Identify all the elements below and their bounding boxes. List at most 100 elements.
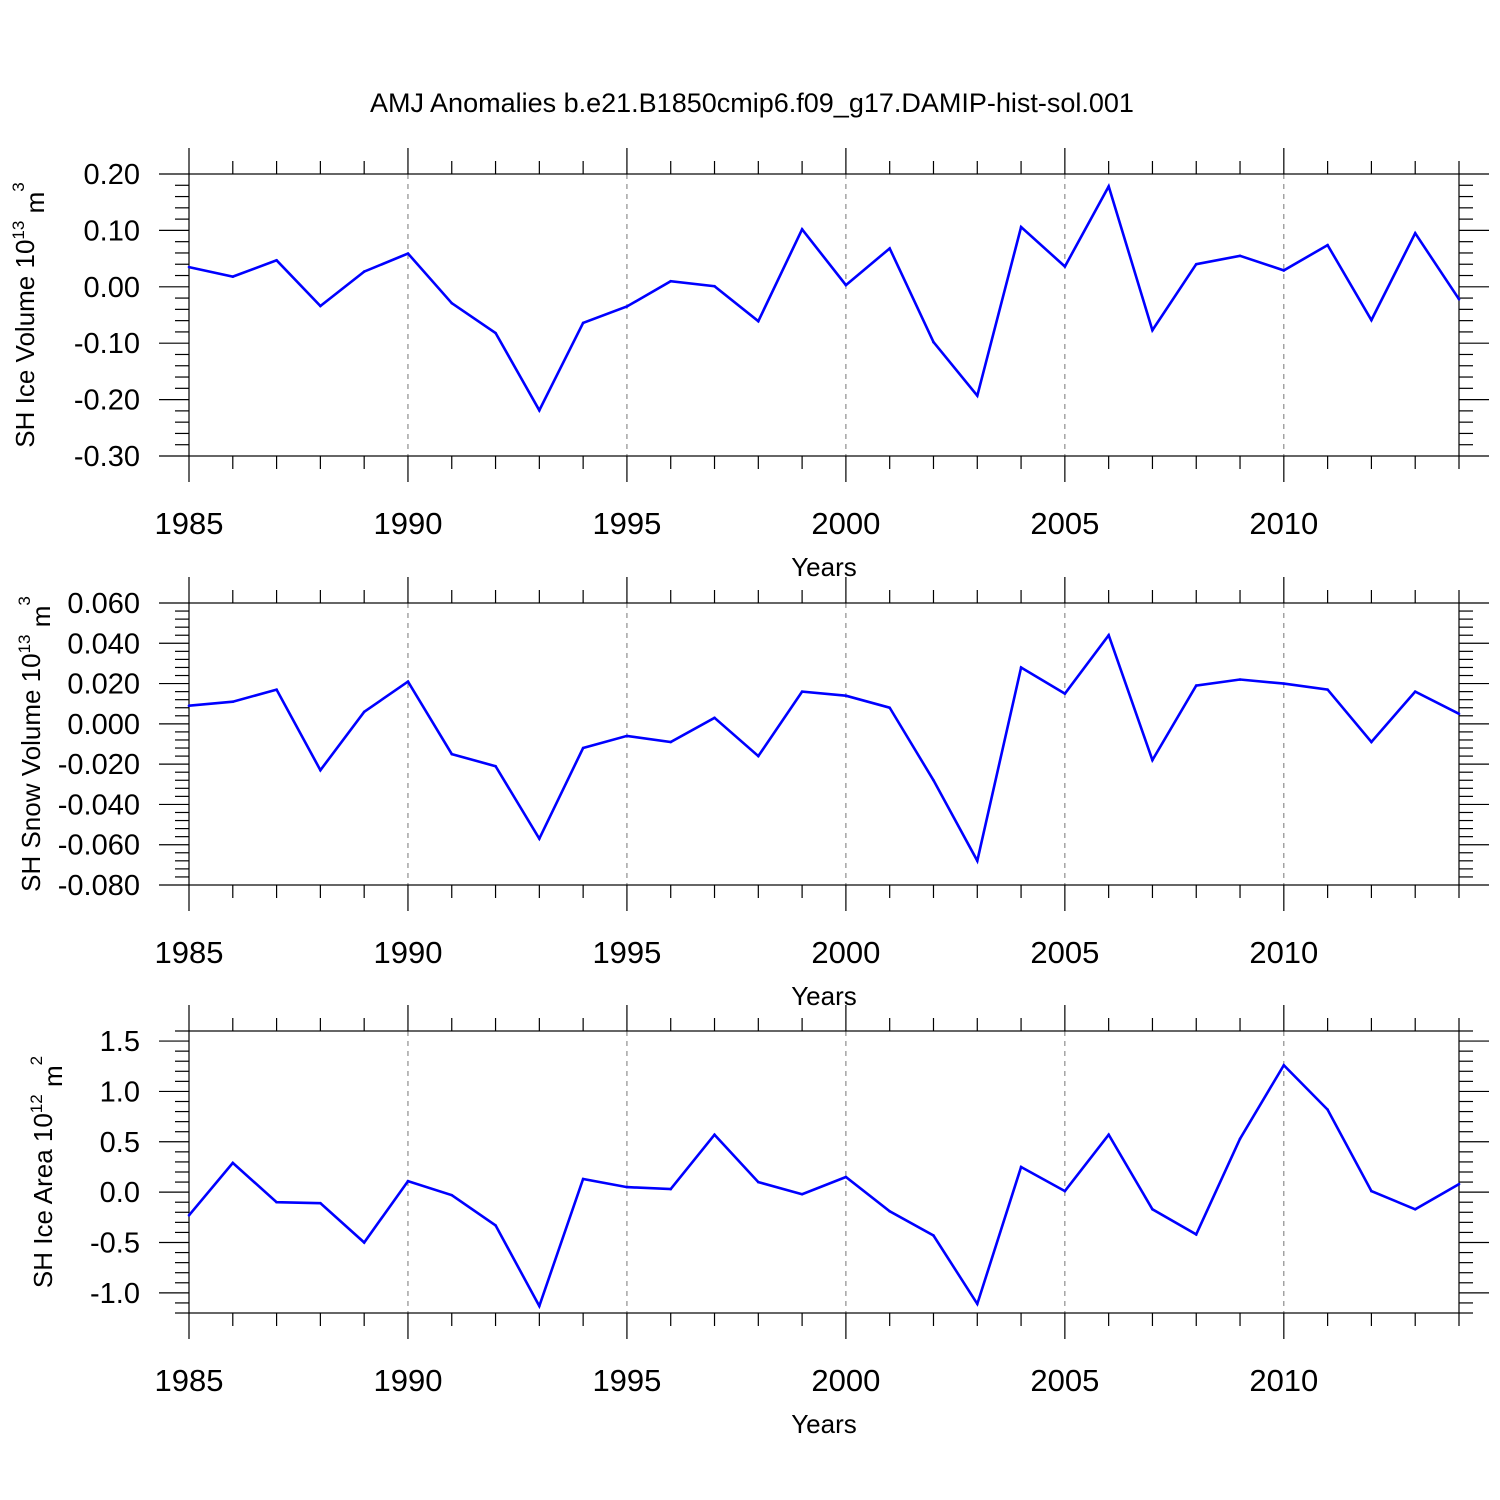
y-tick-label-3: 0.00: [84, 272, 140, 304]
data-point-2012: [1370, 318, 1373, 322]
x-tick-label-1985: 1985: [155, 1363, 224, 1398]
data-point-2012: [1370, 1189, 1373, 1193]
data-point-2000: [844, 1175, 848, 1179]
y-axis-label-main: SH Ice Area 10: [28, 1113, 58, 1288]
data-point-1995: [625, 305, 629, 308]
data-point-2014: [1457, 297, 1461, 301]
data-point-1986: [231, 275, 235, 278]
y-tick-label-4: 0.10: [84, 215, 140, 247]
plot-frame: [188, 173, 1460, 457]
x-tick-label-2005: 2005: [1030, 1363, 1099, 1398]
data-point-1990: [406, 680, 410, 683]
y-tick-label-7: 0.060: [67, 588, 140, 620]
x-tick-label-1990: 1990: [373, 1363, 442, 1398]
data-point-1991: [450, 1193, 454, 1197]
data-point-1985: [187, 265, 191, 269]
y-axis-label: SH Ice Area 1012 m2: [27, 1056, 68, 1288]
data-point-1992: [494, 331, 497, 335]
data-point-2002: [932, 340, 935, 344]
x-axis-label: Years: [791, 1409, 857, 1439]
y-tick-label-4: 0.000: [67, 709, 140, 741]
y-tick-label-3: 0.5: [100, 1127, 140, 1159]
y-tick-label-4: 1.0: [100, 1076, 140, 1108]
x-tick-label-1990: 1990: [373, 506, 442, 541]
data-point-2013: [1413, 690, 1417, 693]
data-point-1999: [800, 1192, 804, 1196]
data-point-1992: [494, 1224, 497, 1227]
data-point-2002: [932, 778, 935, 782]
panel-ice-volume: 1985 1990 1995 2000 2005 2010 Years -0.30 -0.20 -…: [9, 148, 1489, 582]
data-point-1986: [231, 700, 235, 703]
y-tick-label-6: 0.040: [67, 628, 140, 660]
data-point-2012: [1370, 740, 1373, 744]
data-point-2003: [975, 1302, 979, 1306]
data-point-2010: [1282, 1063, 1286, 1067]
data-point-2002: [932, 1234, 935, 1237]
data-point-2011: [1326, 243, 1329, 247]
y-axis-label-main: SH Snow Volume 10: [16, 653, 46, 891]
y-axis-label-unit-sup: 2: [27, 1056, 46, 1065]
y-tick-label-0: -0.080: [58, 870, 140, 902]
data-point-1992: [494, 764, 497, 768]
data-point-2001: [888, 706, 891, 710]
data-point-2010: [1282, 682, 1286, 685]
data-point-2011: [1326, 688, 1329, 691]
data-point-1991: [450, 301, 454, 305]
x-tick-label-2010: 2010: [1249, 1363, 1318, 1398]
x-axis-label: Years: [791, 981, 857, 1011]
data-point-2008: [1194, 684, 1198, 687]
x-axis-label: Years: [791, 552, 857, 582]
x-tick-label-2010: 2010: [1249, 506, 1318, 541]
y-tick-label-0: -1.0: [90, 1278, 140, 1310]
data-point-2009: [1238, 1137, 1242, 1141]
data-point-1987: [275, 688, 278, 691]
x-tick-label-2000: 2000: [811, 935, 880, 970]
y-axis-label: SH Snow Volume 1013 m3: [15, 596, 56, 892]
data-point-1990: [406, 1179, 410, 1183]
y-axis-label-sup: 13: [15, 634, 34, 653]
data-point-1998: [757, 754, 760, 758]
data-point-1996: [669, 740, 673, 744]
y-tick-label-2: 0.0: [100, 1177, 140, 1209]
data-point-2003: [975, 394, 979, 397]
data-point-2006: [1107, 1133, 1110, 1137]
data-point-1993: [538, 409, 541, 412]
data-point-2006: [1107, 633, 1110, 637]
data-point-1998: [757, 1180, 760, 1184]
data-point-2003: [975, 859, 979, 863]
data-point-2014: [1457, 712, 1461, 716]
data-point-1989: [362, 1241, 366, 1244]
data-point-2008: [1194, 1233, 1198, 1236]
data-point-1999: [800, 690, 804, 693]
x-tick-label-2010: 2010: [1249, 935, 1318, 970]
y-tick-label-3: -0.020: [58, 749, 140, 781]
x-tick-label-1985: 1985: [155, 935, 224, 970]
data-point-1990: [406, 252, 410, 255]
series-line: [188, 1063, 1460, 1310]
data-point-1999: [800, 227, 804, 231]
y-axis-label-unit-sup: 3: [9, 182, 28, 191]
y-tick-label-1: -0.20: [74, 385, 140, 417]
series-line: [188, 632, 1460, 865]
x-tick-label-1990: 1990: [373, 935, 442, 970]
data-point-2007: [1151, 758, 1154, 762]
y-axis-label-unit: m: [38, 1065, 68, 1094]
y-axis-label-sup: 13: [9, 221, 28, 240]
plot-frame: [188, 1030, 1460, 1314]
y-tick-label-5: 1.5: [100, 1026, 140, 1058]
x-tick-label-1995: 1995: [592, 935, 661, 970]
y-axis-label: SH Ice Volume 1013 m3: [9, 182, 50, 447]
x-tick-label-1985: 1985: [155, 506, 224, 541]
data-point-1995: [625, 734, 629, 738]
data-point-1998: [757, 319, 760, 323]
data-point-2004: [1019, 225, 1023, 229]
data-point-2013: [1413, 1207, 1417, 1211]
y-tick-label-2: -0.040: [58, 789, 140, 821]
data-point-1987: [275, 258, 278, 262]
y-tick-label-2: -0.10: [74, 328, 140, 360]
data-point-2005: [1063, 692, 1067, 695]
data-point-1988: [319, 768, 322, 772]
data-point-2014: [1457, 1182, 1461, 1186]
data-point-2009: [1238, 678, 1242, 681]
